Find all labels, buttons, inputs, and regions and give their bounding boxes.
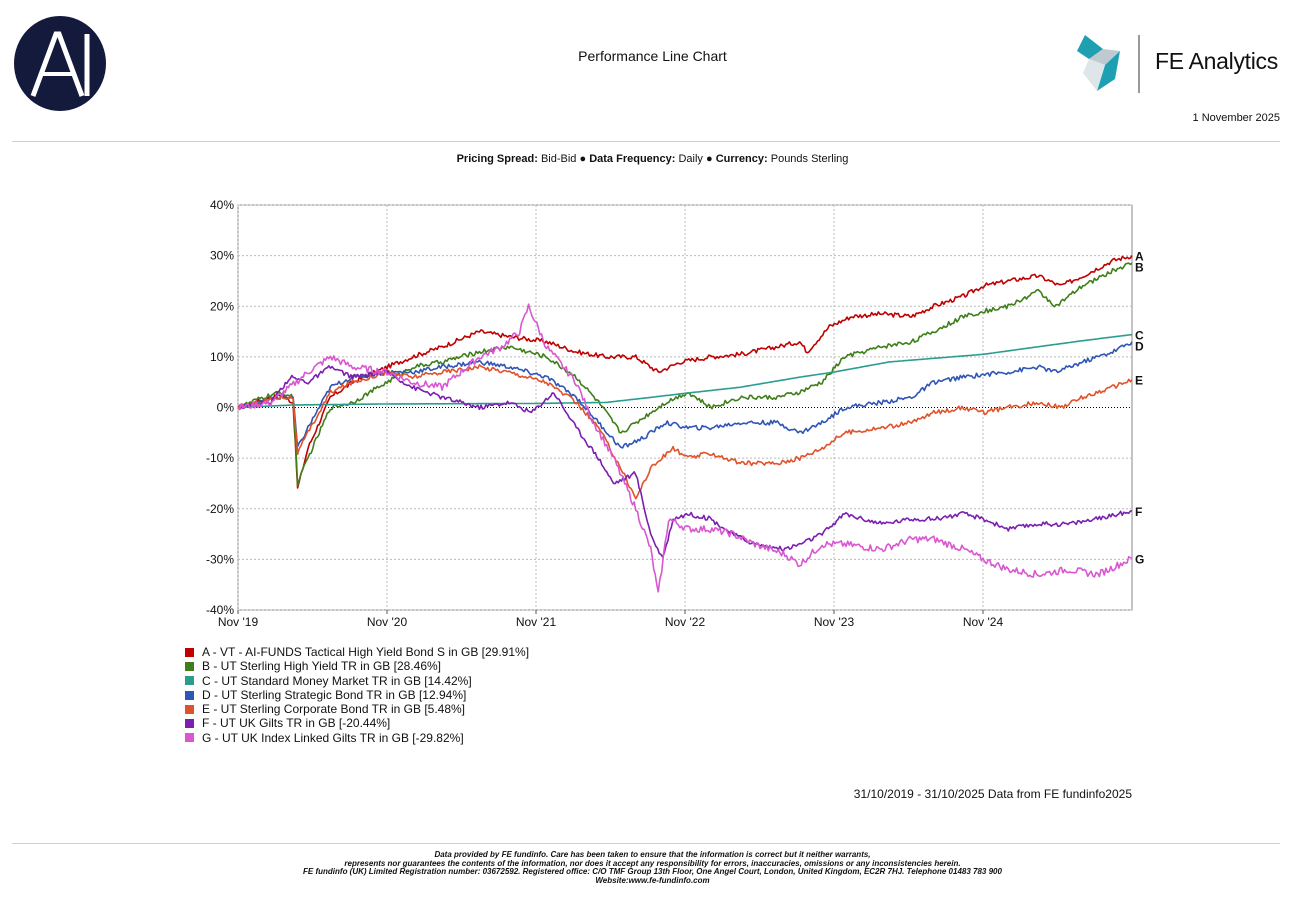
chart-legend: A - VT - AI-FUNDS Tactical High Yield Bo… <box>185 645 529 745</box>
series-line-a <box>237 255 1133 489</box>
legend-label: B - UT Sterling High Yield TR in GB [28.… <box>202 659 441 674</box>
performance-line-chart: 40% 30% 20% 10% 0% -10% -20% -30% -40%Nov '19 Nov… <box>206 198 1144 629</box>
legend-item-g: G - UT UK Index Linked Gilts TR in GB [-… <box>185 731 529 745</box>
series-end-label-e: E <box>1135 374 1143 388</box>
series-end-label-b: B <box>1135 261 1144 275</box>
y-tick-label: 30% <box>210 249 234 263</box>
date-range-note: 31/10/2019 - 31/10/2025 Data from FE fun… <box>853 787 1132 801</box>
legend-swatch <box>185 733 194 743</box>
chart-settings: Pricing Spread: Bid-Bid ● Data Frequency… <box>0 153 1305 165</box>
legend-label: F - UT UK Gilts TR in GB [-20.44%] <box>202 716 391 731</box>
legend-label: A - VT - AI-FUNDS Tactical High Yield Bo… <box>202 645 530 659</box>
spread-label: Pricing Spread: <box>456 153 538 165</box>
y-tick-label: 40% <box>210 198 234 212</box>
page-title: Performance Line Chart <box>578 48 727 64</box>
legend-swatch <box>185 704 194 714</box>
currency-value: Pounds Sterling <box>770 153 849 165</box>
legend-swatch <box>185 647 194 657</box>
disclaimer-line-4: Website:www.fe-fundinfo.com <box>595 875 710 885</box>
x-tick-label: Nov '21 <box>516 615 557 629</box>
legend-label: G - UT UK Index Linked Gilts TR in GB [-… <box>202 730 464 745</box>
frequency-value: Daily <box>678 153 703 165</box>
currency-label: Currency: <box>715 153 768 165</box>
report-date: 1 November 2025 <box>1192 112 1280 124</box>
frequency-label: Data Frequency: <box>589 153 676 165</box>
y-tick-label: 10% <box>210 350 234 364</box>
series-line-f <box>237 365 1133 558</box>
y-tick-label: -30% <box>206 552 234 566</box>
legend-label: D - UT Sterling Strategic Bond TR in GB … <box>202 687 467 702</box>
y-tick-label: -40% <box>206 603 234 617</box>
y-tick-label: -20% <box>206 502 234 516</box>
series-line-c <box>237 333 1133 409</box>
separator-1: ● <box>579 153 587 165</box>
fe-analytics-logo-icon <box>1077 35 1140 93</box>
disclaimer-footer: Data provided by FE fundinfo. Care has b… <box>0 850 1305 885</box>
x-tick-label: Nov '22 <box>665 615 706 629</box>
disclaimer-line-2: represents nor guarantees the contents o… <box>344 858 961 868</box>
legend-item-a: A - VT - AI-FUNDS Tactical High Yield Bo… <box>185 645 529 659</box>
y-tick-label: 20% <box>210 299 234 313</box>
x-tick-label: Nov '19 <box>218 615 259 629</box>
legend-item-f: F - UT UK Gilts TR in GB [-20.44%] <box>185 716 529 730</box>
ai-logo <box>14 16 106 111</box>
series-line-g <box>237 303 1133 593</box>
legend-swatch <box>185 690 194 700</box>
x-tick-label: Nov '23 <box>814 615 855 629</box>
x-tick-label: Nov '20 <box>367 615 408 629</box>
legend-label: C - UT Standard Money Market TR in GB [1… <box>202 673 472 688</box>
spread-value: Bid-Bid <box>540 153 577 165</box>
legend-item-d: D - UT Sterling Strategic Bond TR in GB … <box>185 688 529 702</box>
y-tick-label: 0% <box>217 401 235 415</box>
disclaimer-line-1: Data provided by FE fundinfo. Care has b… <box>434 850 871 859</box>
series-line-b <box>237 262 1133 487</box>
legend-item-e: E - UT Sterling Corporate Bond TR in GB … <box>185 702 529 716</box>
legend-item-c: C - UT Standard Money Market TR in GB [1… <box>185 674 529 688</box>
legend-item-b: B - UT Sterling High Yield TR in GB [28.… <box>185 659 529 673</box>
legend-swatch <box>185 719 194 729</box>
series-end-label-f: F <box>1135 505 1142 519</box>
legend-swatch <box>185 676 194 686</box>
y-tick-label: -10% <box>206 451 234 465</box>
separator-2: ● <box>705 153 713 165</box>
legend-swatch <box>185 661 194 671</box>
series-end-label-d: D <box>1135 340 1144 354</box>
series-end-label-a: A <box>1135 250 1144 264</box>
footer-divider <box>12 843 1280 844</box>
x-tick-label: Nov '24 <box>963 615 1004 629</box>
header-divider <box>12 141 1280 142</box>
series-end-label-g: G <box>1135 552 1144 566</box>
disclaimer-line-3: FE fundinfo (UK) Limited Registration nu… <box>303 867 1002 877</box>
series-end-label-c: C <box>1135 329 1144 343</box>
legend-label: E - UT Sterling Corporate Bond TR in GB … <box>202 702 466 717</box>
brand-name: FE Analytics <box>1155 48 1278 74</box>
